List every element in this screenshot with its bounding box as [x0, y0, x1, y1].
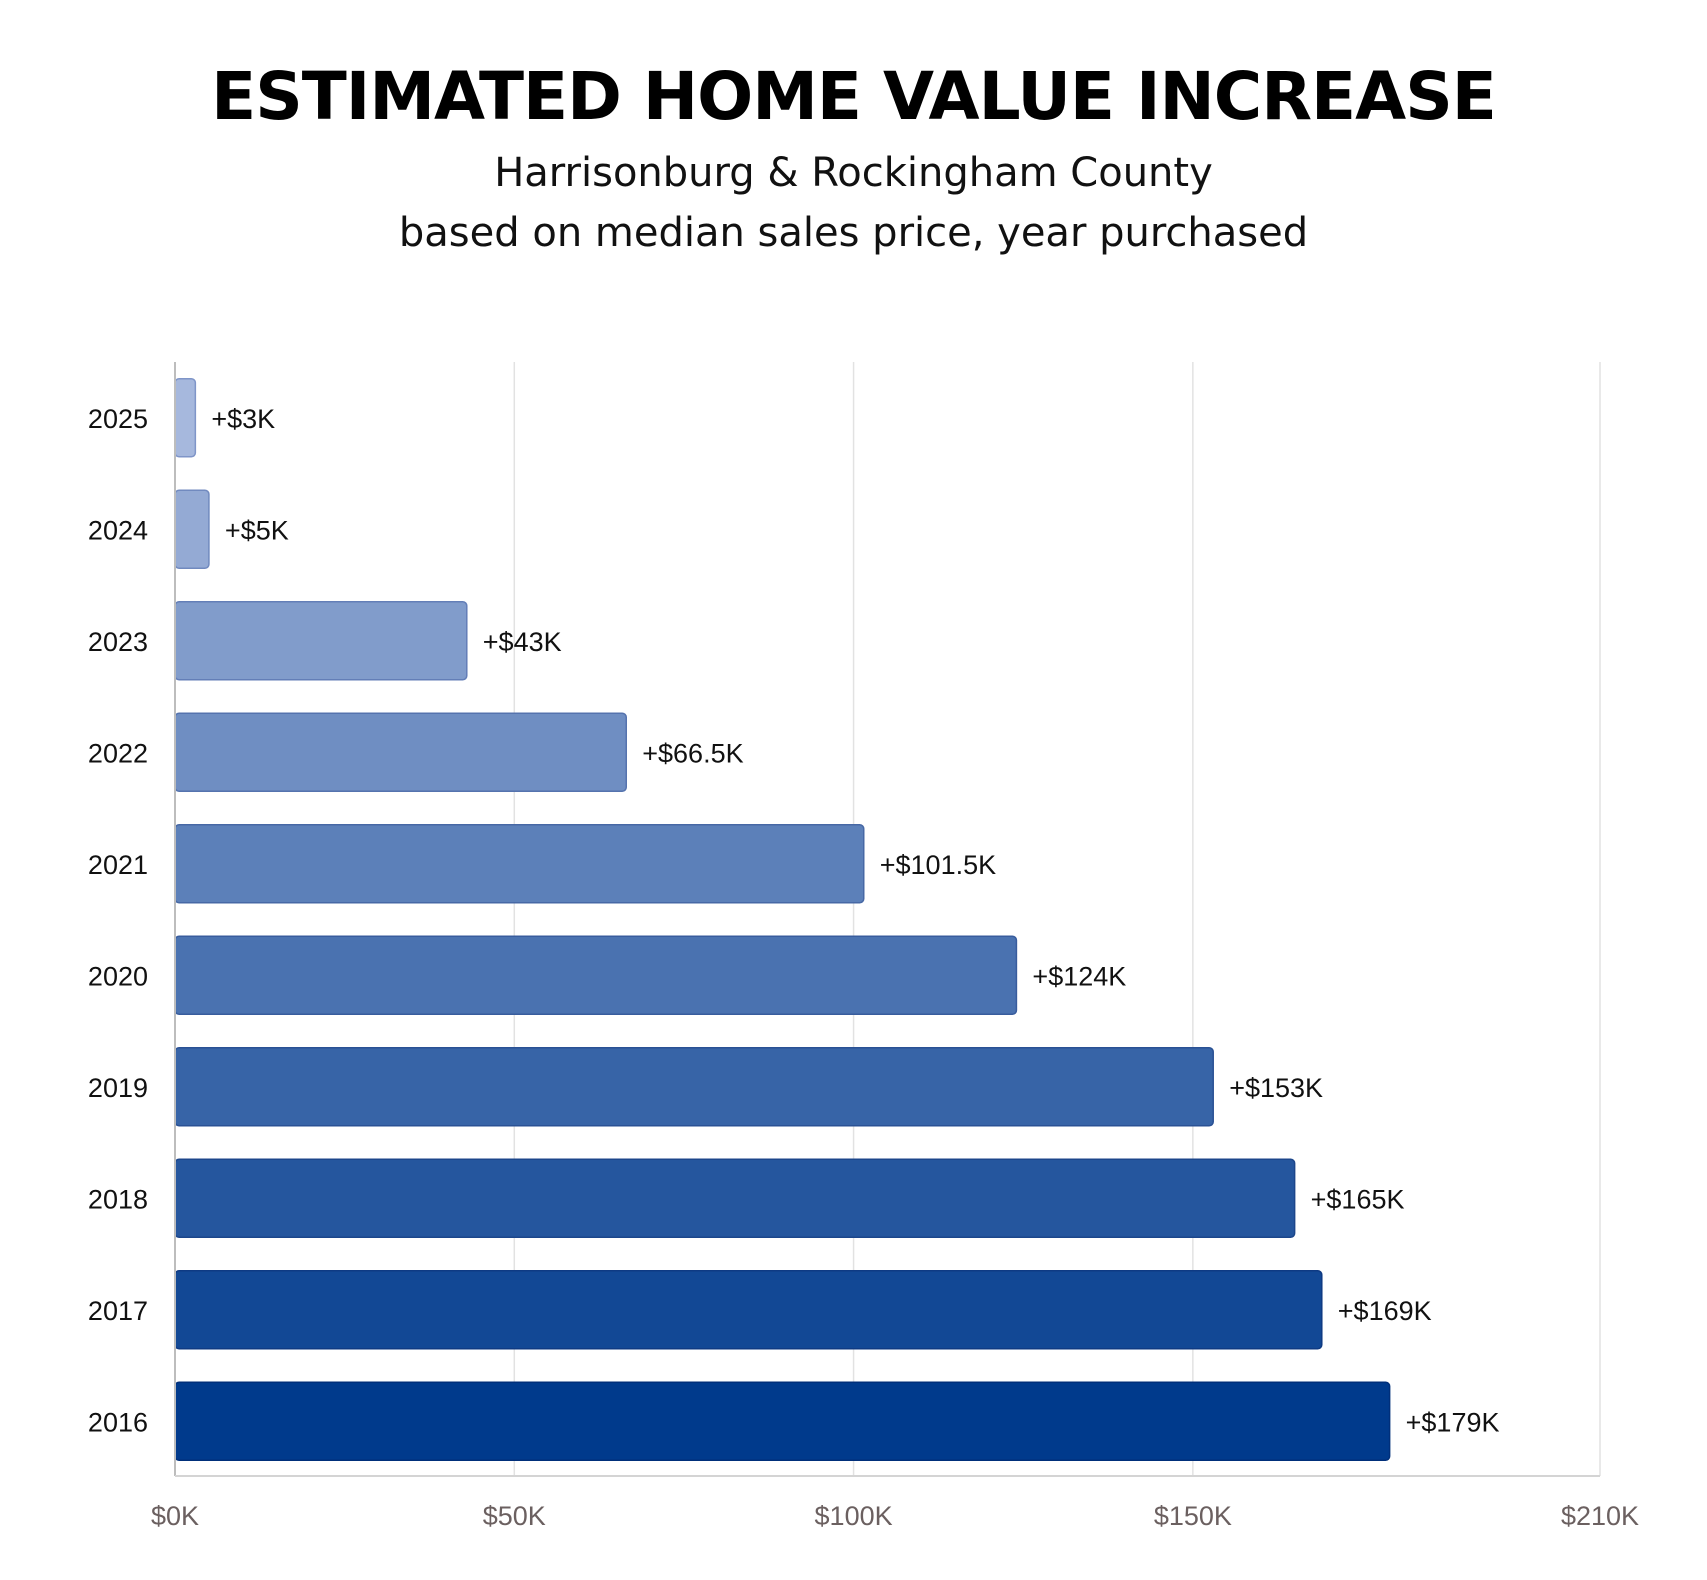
y-category-label: 2025 — [88, 404, 148, 434]
y-category-label: 2021 — [88, 850, 148, 880]
y-category-label: 2018 — [88, 1184, 148, 1214]
bar-2024 — [174, 489, 210, 569]
chart-subtitle-line-2: based on median sales price, year purcha… — [398, 210, 1309, 256]
axes — [174, 362, 1600, 1477]
x-tick-label: $0K — [151, 1501, 199, 1531]
bar-value-label: +$124K — [1032, 961, 1126, 991]
y-category-label: 2019 — [88, 1073, 148, 1103]
bar-2022 — [174, 712, 627, 792]
bar-value-label: +$101.5K — [880, 850, 996, 880]
bar-value-label: +$165K — [1311, 1184, 1405, 1214]
bar-2016 — [174, 1381, 1391, 1461]
y-category-label: 2024 — [88, 515, 148, 545]
bar-2019 — [174, 1047, 1214, 1127]
bar-value-label: +$179K — [1406, 1407, 1500, 1437]
bar-2025 — [174, 378, 197, 458]
x-tick-label: $210K — [1561, 1501, 1639, 1531]
bar-value-label: +$5K — [225, 515, 289, 545]
x-tick-label: $50K — [483, 1501, 546, 1531]
bar-2017 — [174, 1270, 1323, 1350]
y-category-label: 2023 — [88, 627, 148, 657]
x-tick-label: $100K — [815, 1501, 893, 1531]
chart-subtitle-line-1: Harrisonburg & Rockingham County — [494, 150, 1213, 196]
bar-2020 — [174, 935, 1018, 1015]
bars — [174, 378, 1391, 1461]
bar-2018 — [174, 1158, 1296, 1238]
bar-value-label: +$3K — [211, 404, 275, 434]
x-tick-label: $150K — [1154, 1501, 1232, 1531]
y-category-label: 2016 — [88, 1407, 148, 1437]
bar-2021 — [174, 824, 865, 904]
bar-2023 — [174, 601, 468, 681]
bar-value-label: +$66.5K — [642, 738, 743, 768]
labels: $0K $50K $100K $150K $210K 2025 +$3K 2024 +$5K 20… — [88, 404, 1639, 1531]
bar-value-label: +$169K — [1338, 1296, 1432, 1326]
chart-title: ESTIMATED HOME VALUE INCREASE — [211, 58, 1497, 135]
y-category-label: 2020 — [88, 961, 148, 991]
bar-value-label: +$153K — [1229, 1073, 1323, 1103]
y-category-label: 2022 — [88, 738, 148, 768]
y-category-label: 2017 — [88, 1296, 148, 1326]
bar-value-label: +$43K — [483, 627, 562, 657]
